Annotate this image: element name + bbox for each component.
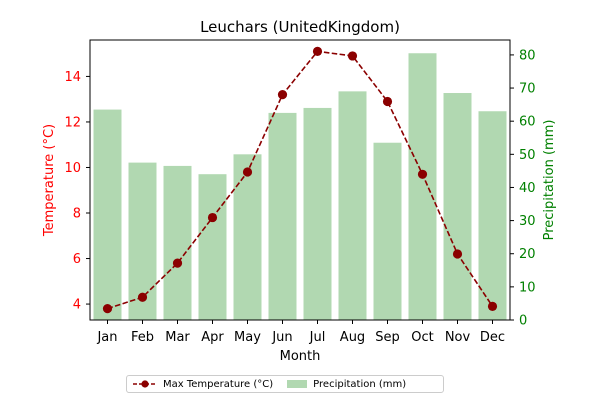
x-axis-title: Month [280, 349, 321, 364]
left-y-axis-title: Temperature (°C) [42, 124, 57, 237]
right-y-tick-label: 0 [519, 314, 527, 329]
x-tick-label: Jul [309, 330, 326, 345]
left-y-tick-label: 6 [73, 252, 81, 267]
right-y-tick-label: 10 [519, 280, 536, 295]
temp-point-may [242, 167, 253, 177]
legend: Max Temperature (°C) Precipitation (mm) [126, 375, 444, 393]
legend-entry-precipitation: Precipitation (mm) [273, 379, 406, 390]
right-y-axis-title: Precipitation (mm) [542, 120, 557, 241]
temp-point-aug [347, 51, 358, 61]
left-y-tick-label: 10 [64, 161, 81, 176]
x-axis: Jan Feb Mar Apr May Jun Jul Aug Sep Oct Nov Dec [96, 320, 505, 345]
temp-point-mar [172, 258, 183, 268]
x-tick-label: Jun [271, 330, 292, 345]
precip-bar-jan [93, 109, 122, 320]
right-y-tick-label: 20 [519, 247, 536, 262]
legend-entry-temperature: Max Temperature (°C) [127, 379, 273, 390]
x-tick-label: Jan [96, 330, 117, 345]
precip-bar-mar [163, 165, 192, 320]
chart-title: Leuchars (UnitedKingdom) [200, 18, 400, 36]
legend-line-swatch [133, 380, 157, 388]
x-tick-label: May [234, 330, 261, 345]
x-tick-label: Dec [480, 330, 505, 345]
x-tick-label: Aug [340, 330, 365, 345]
right-y-tick-label: 70 [519, 82, 536, 97]
legend-bar-swatch [287, 380, 308, 388]
x-tick-label: Mar [165, 330, 190, 345]
temperature-line [107, 50, 494, 310]
right-y-tick-label: 50 [519, 148, 536, 163]
left-y-tick-label: 12 [64, 115, 81, 130]
temp-point-sep [382, 96, 393, 107]
x-tick-label: Oct [411, 330, 433, 345]
precip-bar-may [233, 154, 262, 320]
x-tick-label: Apr [201, 330, 224, 345]
temp-point-apr [207, 212, 218, 223]
precip-bar-apr [198, 174, 227, 320]
temp-point-nov [452, 249, 463, 259]
right-y-tick-label: 60 [519, 115, 536, 130]
precip-bar-dec [478, 111, 507, 320]
precip-bar-oct [408, 53, 437, 321]
x-tick-label: Sep [375, 330, 400, 345]
precip-bar-aug [338, 91, 367, 320]
legend-label-temperature: Max Temperature (°C) [163, 378, 274, 390]
right-y-tick-label: 80 [519, 48, 536, 63]
left-y-tick-label: 14 [64, 70, 81, 85]
left-y-tick-label: 4 [73, 298, 81, 313]
temperature-line-layer [102, 46, 498, 314]
precip-bar-jun [268, 112, 297, 320]
plot-frame [89, 39, 511, 321]
temp-point-jul [312, 46, 323, 56]
x-tick-label: Feb [131, 330, 154, 345]
right-y-tick-label: 30 [519, 214, 536, 229]
precip-bar-sep [373, 142, 402, 320]
temp-point-jan [102, 304, 113, 314]
legend-label-precipitation: Precipitation (mm) [313, 378, 407, 390]
temp-point-dec [487, 301, 498, 311]
precip-bar-jul [303, 107, 332, 321]
left-y-tick-label: 8 [73, 207, 81, 222]
temp-point-feb [137, 292, 148, 302]
right-y-tick-label: 40 [519, 181, 536, 196]
precipitation-bars [93, 53, 507, 321]
right-y-axis: 0 10 20 30 40 50 60 70 80 [510, 48, 536, 329]
x-tick-label: Nov [445, 330, 471, 345]
temp-point-oct [417, 169, 428, 179]
precip-bar-nov [443, 93, 472, 320]
temp-point-jun [277, 90, 288, 100]
left-y-axis: 4 6 8 10 12 14 [64, 70, 90, 313]
